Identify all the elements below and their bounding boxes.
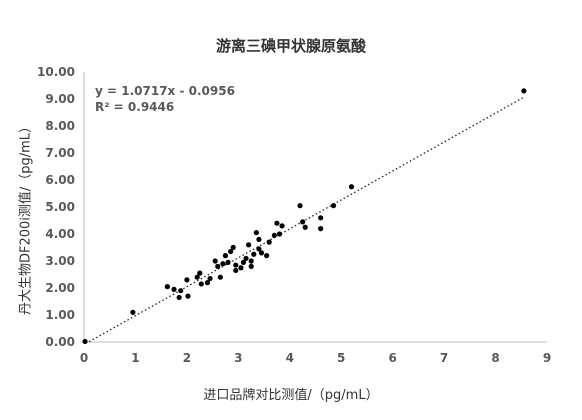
trendline-r-squared: R² = 0.9446 (95, 100, 175, 114)
data-point (130, 309, 136, 315)
x-tick-label: 1 (131, 351, 139, 365)
data-point (330, 203, 337, 209)
x-tick-label: 9 (543, 351, 551, 365)
data-point (240, 259, 247, 265)
data-point (228, 248, 234, 255)
data-point (274, 220, 280, 226)
x-tick-label: 0 (80, 351, 88, 365)
y-tick-label: 2.00 (45, 281, 75, 295)
x-tick-labels: 0 1 2 3 4 5 6 7 8 9 (80, 351, 551, 365)
data-point (164, 284, 170, 290)
data-point (300, 219, 306, 225)
data-point (207, 275, 213, 282)
y-tick-label: 9.00 (45, 92, 75, 106)
data-point (253, 230, 259, 236)
data-point (217, 274, 223, 280)
data-point (215, 263, 221, 269)
x-tick-label: 4 (286, 351, 294, 365)
data-point (194, 274, 200, 280)
data-point (204, 280, 211, 286)
data-point (348, 184, 355, 190)
data-point (212, 258, 218, 264)
y-tick-label: 10.00 (37, 65, 75, 79)
data-point (171, 286, 177, 292)
data-point (243, 255, 249, 261)
chart-title: 游离三碘甲状腺原氨酸 (215, 37, 366, 55)
data-point (238, 265, 244, 271)
y-tick-label: 4.00 (45, 227, 75, 241)
data-point (178, 288, 184, 294)
trendline-equation: y = 1.0717x - 0.0956 (95, 84, 235, 98)
x-axis-title: 进口品牌对比测值/（pg/mL） (203, 388, 379, 403)
data-point (318, 226, 324, 232)
data-point (256, 236, 262, 242)
data-point (82, 338, 88, 345)
data-point (276, 231, 283, 237)
data-point (246, 242, 252, 248)
x-tick-label: 8 (491, 351, 499, 365)
data-point (176, 294, 182, 301)
data-point (197, 270, 203, 276)
data-point (184, 277, 190, 283)
x-tick-label: 3 (234, 351, 242, 365)
data-point (256, 246, 262, 252)
y-tick-label: 3.00 (45, 254, 75, 268)
y-tick-label: 7.00 (45, 146, 75, 160)
data-point (225, 259, 231, 265)
data-point (297, 203, 303, 209)
data-point (248, 258, 254, 264)
data-point (318, 215, 324, 221)
data-point (302, 224, 308, 230)
data-point (251, 251, 257, 257)
x-tick-label: 7 (440, 351, 448, 365)
data-point (271, 232, 277, 238)
data-points (82, 88, 527, 345)
data-point (264, 253, 270, 259)
x-tick-label: 5 (337, 351, 345, 365)
data-point (220, 261, 226, 267)
y-tick-label: 1.00 (45, 308, 75, 322)
y-tick-label: 5.00 (45, 200, 75, 214)
data-point (233, 262, 239, 268)
data-point (185, 293, 191, 299)
y-tick-label: 6.00 (45, 173, 75, 187)
data-point (230, 244, 236, 251)
data-point (279, 223, 285, 229)
data-point (266, 239, 272, 245)
data-point (222, 253, 229, 259)
y-tick-labels: 0.00 1.00 2.00 3.00 4.00 5.00 6.00 7.00 8.00 9.00… (37, 65, 75, 349)
data-point (198, 281, 204, 287)
y-tick-label: 8.00 (45, 119, 75, 133)
y-tick-label: 0.00 (45, 335, 75, 349)
x-tick-label: 6 (388, 351, 396, 365)
data-point (248, 263, 254, 269)
data-point (233, 267, 239, 274)
trendline (88, 96, 525, 343)
x-tick-label: 2 (183, 351, 191, 365)
data-point (258, 250, 265, 256)
data-point (521, 88, 527, 94)
